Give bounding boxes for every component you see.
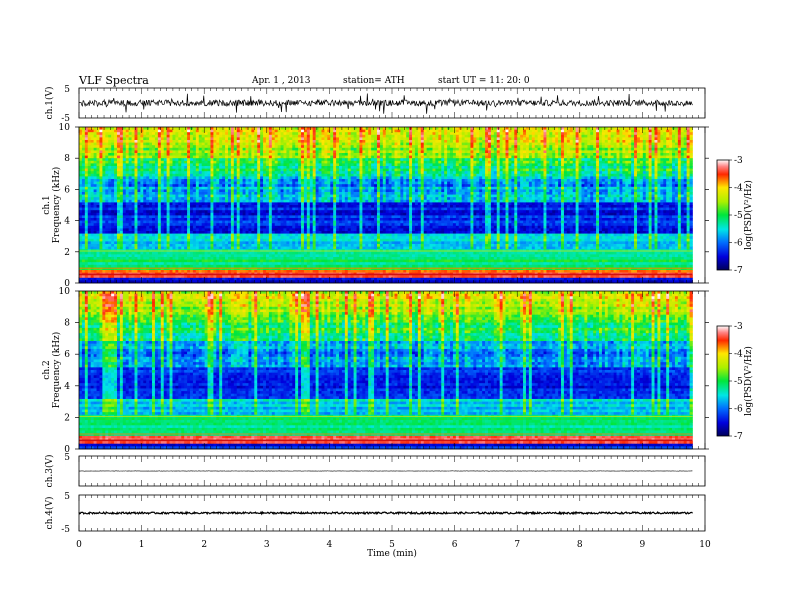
header-start-time: start UT = 11: 20: 0 [438,76,530,86]
time-tick-label: 10 [699,540,711,550]
ch2-colorbar-label: log(PSD(V²/Hz) [743,346,754,416]
ch2-colorbar: -3 -4 -5 -6 -7 log(PSD(V²/Hz) [717,322,754,442]
frequency-tick-label: 10 [59,123,71,133]
time-tick-label: 7 [514,540,520,550]
ch2-spectrogram-image [79,291,693,449]
ch4-waveform-trace [79,512,692,514]
ch1-spectrogram-ylabel-channel: ch.1 [42,195,52,214]
frequency-tick-label: 6 [64,350,70,360]
frequency-tick-label: 4 [64,217,70,227]
frequency-tick-label: 2 [64,248,70,258]
ch1-waveform-trace [79,94,692,114]
ch4-waveform-ylabel: ch.4(V) [44,497,55,530]
ch2-spectrogram-ylabel-channel: ch.2 [42,360,52,379]
x-axis-label: Time (min) [367,548,417,559]
ch2-colorbar-gradient [717,326,729,436]
colorbar-tick-label: -5 [734,211,743,221]
colorbar-tick-label: -3 [734,156,743,166]
time-tick-label: 1 [139,540,145,550]
ch3-ytick-top: 5 [64,453,70,463]
frequency-tick-label: 6 [64,185,70,195]
header-station: station= ATH [343,76,405,86]
colorbar-tick-label: -5 [734,377,743,387]
ch1-colorbar-ticks: -3 -4 -5 -6 -7 [729,156,743,276]
frequency-tick-label: 2 [64,413,70,423]
frequency-tick-label: 4 [64,382,70,392]
header-date: Apr. 1 , 2013 [251,76,311,86]
colorbar-tick-label: -4 [734,350,743,360]
colorbar-tick-label: -7 [734,432,743,442]
ch1-spectrogram-image [79,127,693,283]
ch1-colorbar: -3 -4 -5 -6 -7 log(PSD(V²/Hz) [717,156,754,276]
time-tick-label: 4 [327,540,333,550]
ch3-waveform-panel: 5 ch.3(V) [44,453,705,487]
figure-title: VLF Spectra [78,74,149,87]
ch2-spectrogram-ylabel-freq: Frequency (kHz) [51,332,62,409]
ch2-colorbar-ticks: -3 -4 -5 -6 -7 [729,322,743,442]
ch1-colorbar-gradient [717,160,729,270]
ch1-ytick-top: 5 [64,85,70,95]
ch4-waveform-panel: 5 -5 ch.4(V) [44,492,705,535]
ch4-ytick-top: 5 [64,492,70,502]
time-tick-label: 2 [201,540,207,550]
colorbar-tick-label: -4 [734,184,743,194]
ch1-spectrogram-ylabel-freq: Frequency (kHz) [51,167,62,244]
frequency-tick-label: 10 [59,287,71,297]
ch1-waveform-panel: 5 -5 ch.1(V) [44,85,705,124]
colorbar-tick-label: -6 [734,239,743,249]
ch4-ytick-bottom: -5 [61,525,70,535]
ch1-waveform-ylabel: ch.1(V) [44,87,55,120]
time-tick-label: 6 [452,540,458,550]
ch1-colorbar-label: log(PSD(V²/Hz) [743,180,754,250]
colorbar-tick-label: -7 [734,266,743,276]
frequency-tick-label: 8 [64,154,70,164]
ch3-waveform-ylabel: ch.3(V) [44,455,55,488]
time-tick-label: 0 [76,540,82,550]
time-tick-label: 8 [577,540,583,550]
colorbar-tick-label: -3 [734,322,743,332]
frequency-tick-label: 8 [64,319,70,329]
time-tick-label: 9 [640,540,646,550]
colorbar-tick-label: -6 [734,405,743,415]
time-tick-label: 3 [264,540,270,550]
